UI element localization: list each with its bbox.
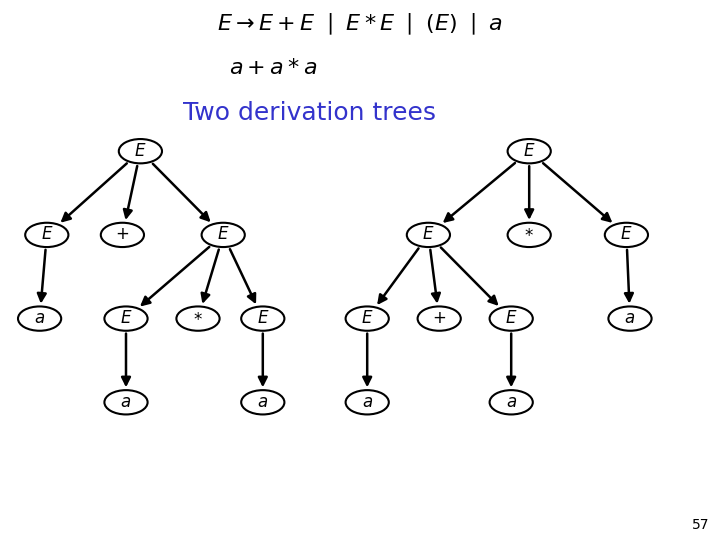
Text: $a$: $a$ [120, 394, 132, 411]
Ellipse shape [241, 390, 284, 415]
Ellipse shape [346, 307, 389, 330]
Text: $E$: $E$ [40, 226, 53, 244]
Ellipse shape [202, 223, 245, 247]
Ellipse shape [18, 307, 61, 330]
Ellipse shape [241, 307, 284, 330]
Ellipse shape [490, 307, 533, 330]
Text: $E$: $E$ [256, 310, 269, 327]
Ellipse shape [104, 390, 148, 415]
Ellipse shape [104, 307, 148, 330]
Text: $E \rightarrow E+E \;\mid\; E*E \;\mid\; (E) \;\mid\; a$: $E \rightarrow E+E \;\mid\; E*E \;\mid\;… [217, 12, 503, 37]
Text: $E$: $E$ [134, 143, 147, 160]
Text: $a$: $a$ [34, 310, 45, 327]
Ellipse shape [490, 390, 533, 415]
Ellipse shape [508, 139, 551, 163]
Text: $*$: $*$ [193, 310, 203, 327]
Text: $E$: $E$ [120, 310, 132, 327]
Text: $E$: $E$ [361, 310, 374, 327]
Text: $E$: $E$ [217, 226, 230, 244]
Text: $E$: $E$ [523, 143, 536, 160]
Text: $a$: $a$ [505, 394, 517, 411]
Ellipse shape [119, 139, 162, 163]
Ellipse shape [25, 223, 68, 247]
Text: $a+a*a$: $a+a*a$ [230, 57, 318, 78]
Ellipse shape [608, 307, 652, 330]
Text: $E$: $E$ [505, 310, 518, 327]
Ellipse shape [101, 223, 144, 247]
Text: Two derivation trees: Two derivation trees [183, 102, 436, 125]
Ellipse shape [418, 307, 461, 330]
Ellipse shape [508, 223, 551, 247]
Ellipse shape [346, 390, 389, 415]
Text: $a$: $a$ [257, 394, 269, 411]
Text: $a$: $a$ [624, 310, 636, 327]
Text: $a$: $a$ [361, 394, 373, 411]
Ellipse shape [407, 223, 450, 247]
Ellipse shape [176, 307, 220, 330]
Text: $E$: $E$ [422, 226, 435, 244]
Text: 57: 57 [692, 518, 709, 532]
Text: $+$: $+$ [432, 310, 446, 327]
Text: $+$: $+$ [115, 226, 130, 244]
Text: $*$: $*$ [524, 226, 534, 244]
Text: $E$: $E$ [620, 226, 633, 244]
Ellipse shape [605, 223, 648, 247]
